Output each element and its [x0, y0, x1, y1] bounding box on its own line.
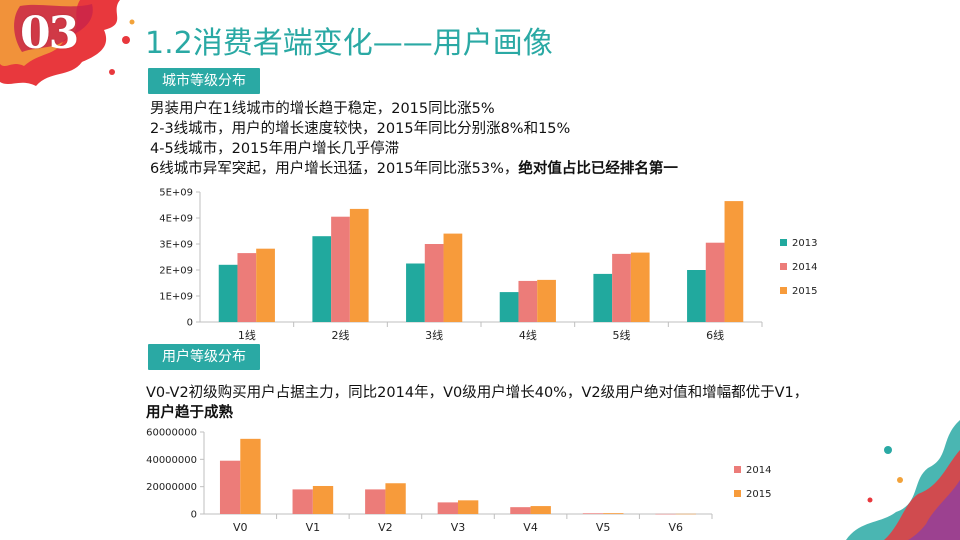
bar-2014-3线 — [424, 244, 444, 322]
bar-2015-V1 — [312, 485, 334, 514]
y-tick-label: 20000000 — [146, 482, 197, 493]
x-tick-label: V1 — [306, 521, 321, 534]
legend-swatch-2013 — [780, 239, 787, 246]
bar-2014-V6 — [655, 513, 676, 515]
x-tick-label: 3线 — [425, 328, 443, 342]
legend-label-2015: 2015 — [746, 489, 771, 500]
city-tier-line-4-text: 6线城市异军突起，用户增长迅猛，2015年同比涨53%， — [150, 161, 519, 177]
legend-label-2014: 2014 — [792, 262, 817, 273]
x-tick-label: V2 — [378, 521, 393, 534]
legend-label-2015: 2015 — [792, 286, 817, 297]
bar-2014-V0 — [219, 460, 241, 514]
x-tick-label: V0 — [233, 521, 248, 534]
city-tier-line-2: 2-3线城市，用户的增长速度较快，2015年同比分别涨8%和15% — [150, 121, 571, 137]
bar-2015-5线 — [630, 252, 650, 322]
x-tick-label: 2线 — [332, 328, 350, 342]
legend-swatch-2014 — [780, 263, 787, 270]
bar-2015-V0 — [240, 438, 261, 514]
bar-2014-V5 — [582, 513, 604, 514]
y-tick-label: 60000000 — [146, 428, 197, 439]
city-tier-line-3: 4-5线城市，2015年用户增长几乎停滞 — [150, 141, 400, 157]
y-tick-label: 4E+09 — [159, 214, 193, 225]
bar-2015-1线 — [256, 248, 275, 322]
city-tier-description: 男装用户在1线城市的增长趋于稳定，2015同比涨5% 2-3线城市，用户的增长速… — [150, 99, 678, 179]
bar-2014-2线 — [331, 216, 350, 322]
legend-swatch-2014 — [734, 466, 741, 473]
bar-2015-3线 — [443, 233, 463, 322]
bar-2013-2线 — [312, 236, 332, 322]
section-tag-user-level: 用户等级分布 — [148, 344, 260, 370]
x-tick-label: 5线 — [613, 328, 631, 342]
x-tick-label: V3 — [451, 521, 466, 534]
user-level-line-1: V0-V2初级购买用户占据主力，同比2014年，V0级用户增长40%，V2级用户… — [146, 385, 809, 401]
bar-2013-4线 — [499, 292, 519, 322]
user-level-line-2-bold: 用户趋于成熟 — [146, 405, 233, 421]
city-tier-bar-chart: 0 1E+09 2E+09 3E+09 4E+09 5E+09 1线 2线 3线 4线 5线 6线 20… — [159, 188, 817, 343]
user-level-description: V0-V2初级购买用户占据主力，同比2014年，V0级用户增长40%，V2级用户… — [146, 383, 808, 423]
bar-2013-5线 — [593, 273, 613, 322]
bar-2015-2线 — [349, 208, 369, 322]
city-tier-line-1: 男装用户在1线城市的增长趋于稳定，2015同比涨5% — [150, 101, 495, 117]
legend-label-2013: 2013 — [792, 238, 817, 249]
bar-2015-V2 — [385, 483, 406, 514]
bar-2014-V1 — [292, 489, 313, 514]
bar-2014-6线 — [705, 242, 725, 322]
y-tick-label: 5E+09 — [159, 188, 193, 199]
city-tier-line-4-bold: 绝对值占比已经排名第一 — [518, 161, 678, 177]
bar-2014-V2 — [365, 489, 386, 514]
x-tick-label: V6 — [668, 521, 683, 534]
bar-2015-V6 — [675, 513, 697, 515]
bar-2013-6线 — [687, 270, 706, 322]
bar-2013-1线 — [218, 264, 238, 322]
bar-2015-V3 — [458, 500, 479, 514]
y-tick-label: 0 — [191, 510, 197, 521]
y-tick-label: 2E+09 — [159, 266, 193, 277]
y-tick-label: 0 — [187, 318, 193, 329]
user-level-bar-chart: 0 20000000 40000000 60000000 V0 V1 V2 V3 V4 V5 V6 2… — [146, 428, 771, 535]
bar-2014-4线 — [518, 280, 538, 322]
x-tick-label: 4线 — [519, 328, 537, 342]
bar-2013-3线 — [406, 263, 425, 322]
bar-2015-4线 — [537, 279, 556, 322]
section-number-badge: 03 — [20, 8, 79, 59]
legend-label-2014: 2014 — [746, 465, 771, 476]
paint-splash-bottom-right — [846, 420, 960, 540]
x-tick-label: V4 — [523, 521, 538, 534]
legend-swatch-2015 — [734, 490, 741, 497]
x-tick-label: V5 — [596, 521, 611, 534]
user-level-line-2: 用户趋于成熟 — [146, 403, 808, 423]
bar-2014-V3 — [437, 502, 458, 514]
x-tick-label: 1线 — [238, 328, 256, 342]
bar-2014-1线 — [237, 253, 257, 322]
x-tick-label: 6线 — [706, 328, 724, 342]
legend-swatch-2015 — [780, 287, 787, 294]
bar-2015-V5 — [603, 513, 624, 514]
paint-splash-top-left — [0, 0, 135, 86]
bar-2014-V4 — [510, 507, 531, 514]
bar-2014-5线 — [612, 253, 631, 322]
y-tick-label: 40000000 — [146, 455, 197, 466]
y-tick-label: 3E+09 — [159, 240, 193, 251]
y-tick-label: 1E+09 — [159, 292, 193, 303]
page-title: 1.2消费者端变化——用户画像 — [145, 26, 553, 61]
bar-2015-6线 — [724, 201, 744, 322]
section-tag-city-tier: 城市等级分布 — [148, 68, 260, 94]
bar-2015-V4 — [530, 506, 551, 514]
city-tier-line-4: 6线城市异军突起，用户增长迅猛，2015年同比涨53%，绝对值占比已经排名第一 — [150, 159, 678, 179]
